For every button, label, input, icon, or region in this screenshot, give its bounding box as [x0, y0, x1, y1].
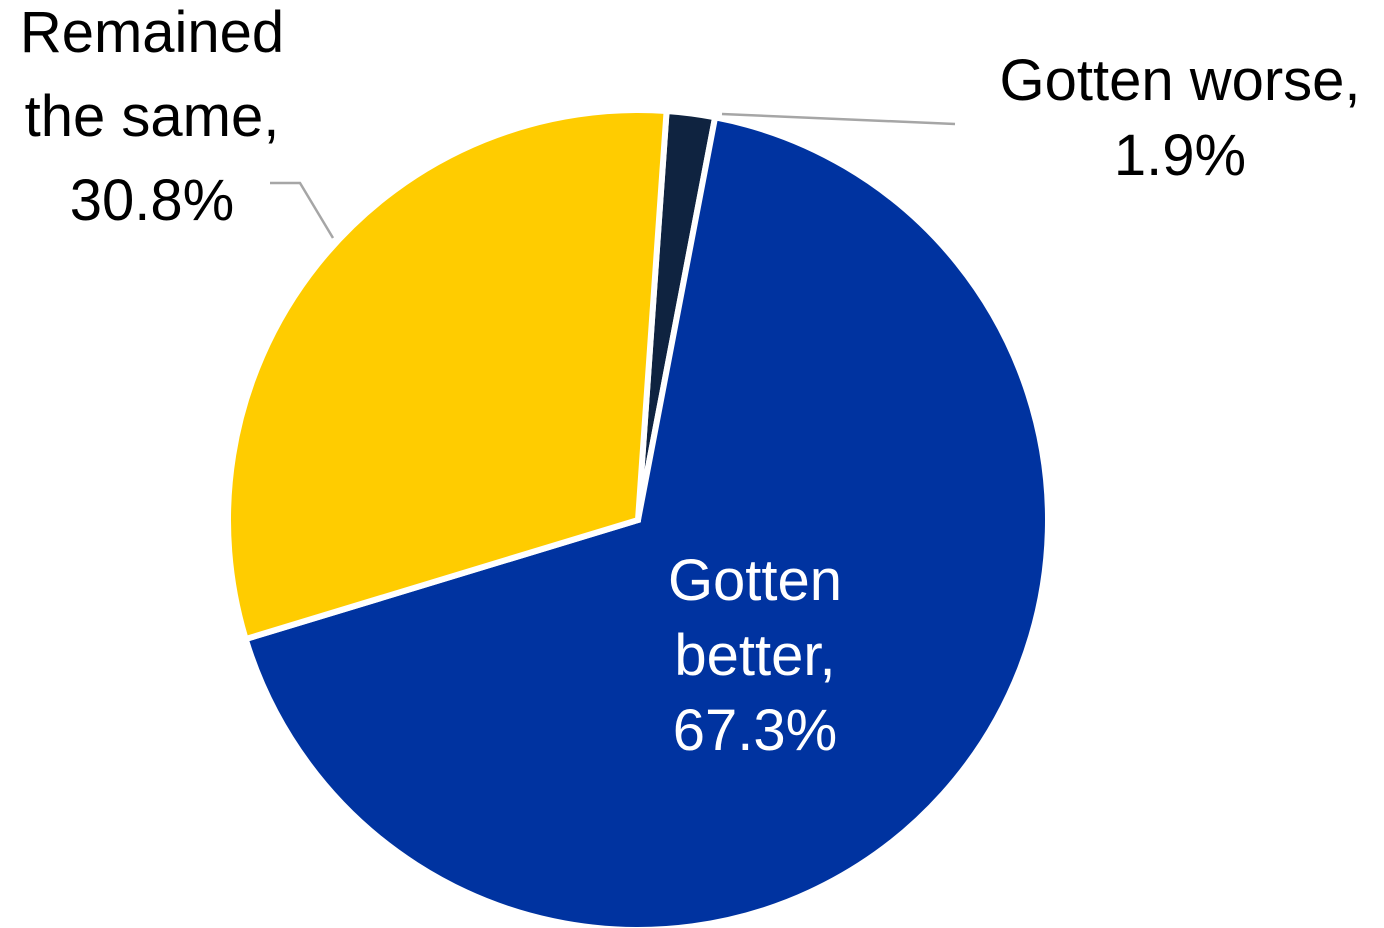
slice-label-gotten-worse: Gotten worse, 1.9% [999, 48, 1360, 188]
slice-label-line: Gotten worse, [999, 48, 1360, 113]
slice-label-line: better, [674, 623, 835, 688]
slice-label-line: 30.8% [70, 168, 234, 233]
pie-slice-remained-the-same [225, 107, 670, 643]
slice-label-line: Gotten [668, 548, 842, 613]
leader-line-remained-the-same [270, 181, 335, 239]
pie-slices [225, 107, 1051, 928]
slice-label-line: 67.3% [673, 698, 837, 763]
leader-lines [270, 112, 956, 239]
slice-label-line: the same, [25, 84, 280, 149]
slice-labels: Gotten worse, 1.9% Gotten better, 67.3% Remai… [20, 0, 1361, 763]
slice-label-line: 1.9% [1114, 123, 1246, 188]
slice-label-gotten-better: Gotten better, 67.3% [668, 548, 842, 763]
slice-label-line: Remained [20, 0, 284, 65]
pie-slice-gotten-better [241, 113, 1051, 928]
slice-label-remained-the-same: Remained the same, 30.8% [20, 0, 284, 233]
leader-line-gotten-worse [721, 112, 956, 126]
